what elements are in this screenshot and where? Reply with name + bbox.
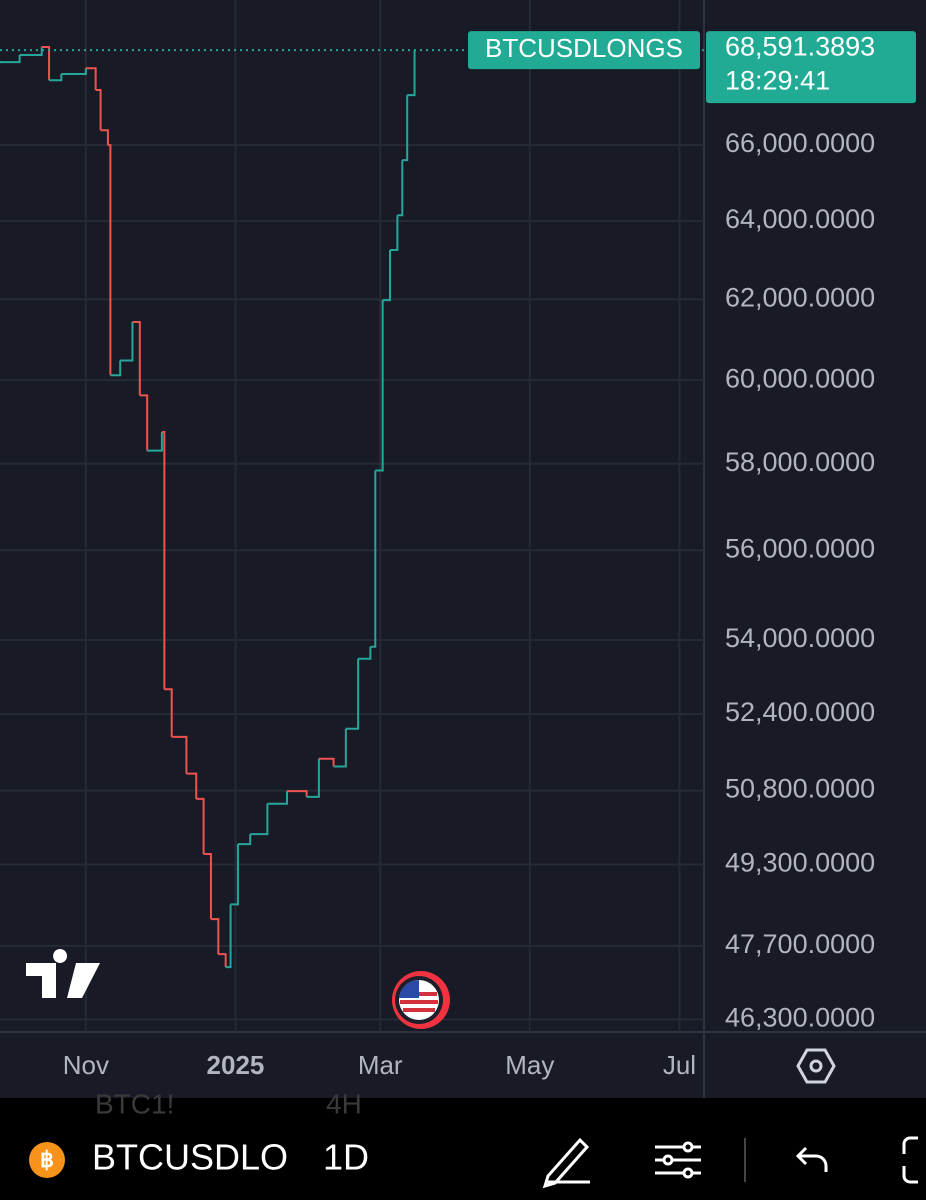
y-tick-label: 54,000.0000	[725, 623, 875, 653]
ghost-symbol: BTC1!	[95, 1088, 174, 1119]
price-step	[41, 45, 51, 81]
price-step	[61, 68, 87, 76]
x-tick-label: Jul	[663, 1050, 696, 1080]
x-tick-label: Nov	[63, 1050, 109, 1080]
price-step	[110, 360, 122, 377]
price-step	[250, 803, 269, 836]
svg-text:฿: ฿	[40, 1147, 54, 1172]
last-time-label: 18:29:41	[725, 65, 830, 95]
price-step	[164, 688, 173, 737]
x-tick-label: Mar	[358, 1050, 403, 1080]
indicators-button[interactable]	[655, 1141, 701, 1179]
price-step	[139, 394, 149, 451]
x-tick-label: 2025	[207, 1050, 265, 1080]
price-step	[85, 67, 97, 91]
y-tick-label: 62,000.0000	[725, 282, 875, 312]
price-step	[286, 790, 308, 797]
y-tick-label: 56,000.0000	[725, 533, 875, 563]
price-step	[333, 728, 347, 768]
chart-background	[0, 0, 926, 1098]
price-step	[225, 904, 232, 969]
axis-labels: 66,000.0000 64,000.0000 62,000.0000 60,000.…	[63, 31, 916, 1080]
series-label: BTCUSDLONGS	[485, 33, 683, 63]
y-tick-label: 49,300.0000	[725, 848, 875, 878]
price-step	[210, 918, 220, 955]
price-step	[120, 322, 134, 362]
symbol-icon[interactable]: ฿	[29, 1142, 65, 1178]
price-step	[306, 758, 320, 798]
price-step	[237, 834, 252, 846]
price-step	[218, 953, 227, 968]
price-step	[230, 844, 239, 906]
price-step	[0, 55, 21, 64]
series-label-box	[468, 31, 700, 70]
price-step	[345, 658, 360, 730]
y-tick-label: 47,700.0000	[725, 929, 875, 959]
price-step	[203, 853, 212, 920]
price-step	[397, 160, 404, 217]
price-step	[95, 89, 102, 131]
price-step	[370, 470, 377, 648]
x-tick-label: May	[505, 1050, 554, 1080]
toolbar	[0, 1098, 926, 1200]
price-step	[49, 74, 63, 82]
price-step	[402, 95, 409, 162]
price-step	[19, 46, 43, 57]
price-step	[100, 129, 109, 146]
tv-logo	[26, 949, 100, 998]
price-step	[186, 772, 198, 799]
last-price-box	[706, 31, 916, 104]
plot	[0, 45, 704, 969]
price-step	[171, 735, 188, 774]
undo-button[interactable]	[795, 1146, 828, 1172]
price-step	[390, 215, 399, 252]
interval-button[interactable]: 1D	[323, 1137, 369, 1178]
y-tick-label: 66,000.0000	[725, 128, 875, 158]
ghost-interval: 4H	[326, 1088, 362, 1119]
price-step	[161, 431, 166, 690]
price-step	[107, 144, 112, 376]
last-price-label: 68,591.3893	[725, 31, 875, 61]
draw-button[interactable]	[542, 1137, 590, 1189]
y-tick-label: 64,000.0000	[725, 204, 875, 234]
price-step	[196, 797, 205, 855]
price-step	[147, 432, 163, 452]
price-step	[132, 321, 141, 396]
settings-button[interactable]	[796, 1048, 836, 1084]
price-step	[267, 791, 288, 805]
grid	[0, 0, 704, 1032]
event-flag[interactable]	[392, 971, 450, 1029]
y-tick-label: 60,000.0000	[725, 363, 875, 393]
y-tick-label: 46,300.0000	[725, 1002, 875, 1032]
y-tick-label: 50,800.0000	[725, 774, 875, 804]
y-tick-label: 52,400.0000	[725, 697, 875, 727]
y-tick-label: 58,000.0000	[725, 447, 875, 477]
symbol-button[interactable]: BTCUSDLONGS	[92, 1137, 366, 1178]
price-step	[407, 50, 416, 97]
price-step	[382, 250, 392, 302]
more-button[interactable]	[902, 1136, 918, 1184]
price-step	[375, 300, 384, 472]
price-step	[318, 757, 335, 767]
price-step	[358, 646, 372, 660]
